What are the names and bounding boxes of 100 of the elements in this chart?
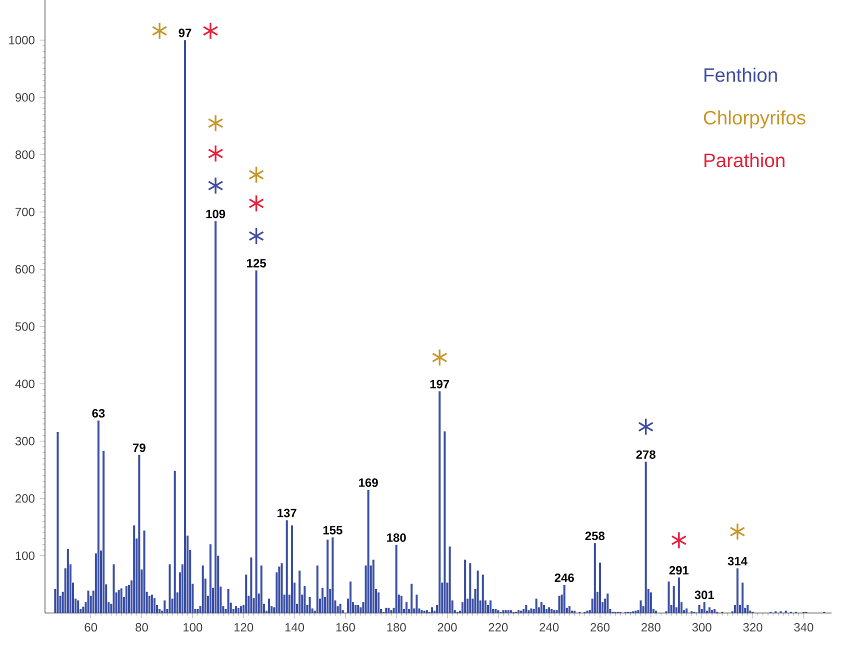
- point: [248, 227, 264, 245]
- annotation: 109: [206, 210, 226, 218]
- bar: [476, 570, 479, 613]
- bar: [367, 490, 370, 613]
- bar: [268, 598, 270, 613]
- bar: [430, 607, 433, 613]
- bar: [482, 574, 484, 613]
- bar: [148, 596, 150, 613]
- x-tick-label: 180: [387, 623, 406, 632]
- bar: [298, 570, 301, 613]
- x-tick-label: 240: [540, 623, 559, 632]
- bar: [250, 557, 252, 613]
- point: [730, 522, 746, 541]
- bar: [594, 543, 596, 613]
- bar: [486, 604, 490, 613]
- bar: [349, 581, 352, 613]
- annotation: 97: [178, 28, 192, 38]
- bar: [510, 610, 512, 613]
- bar: [308, 596, 311, 613]
- annotation: 197: [430, 380, 450, 388]
- text: Chlorpyrifos: [704, 110, 806, 128]
- bar: [504, 610, 507, 613]
- bar: [522, 608, 525, 613]
- bar: [448, 546, 451, 613]
- bar: [490, 600, 492, 613]
- annotation: 258: [585, 532, 605, 540]
- x-tick-label: 320: [743, 623, 762, 632]
- bar: [542, 604, 546, 613]
- bar: [553, 610, 556, 613]
- bar: [714, 608, 716, 613]
- bar: [120, 588, 122, 613]
- y-tick-label: 400: [15, 380, 34, 388]
- bar: [410, 584, 413, 613]
- bar: [548, 607, 550, 613]
- bar: [530, 608, 532, 613]
- bar: [400, 596, 402, 613]
- bar: [698, 604, 700, 613]
- bar: [128, 584, 130, 613]
- bar: [245, 574, 248, 613]
- bar: [138, 454, 140, 613]
- point: [208, 144, 224, 162]
- x-tick-label: 340: [794, 623, 814, 632]
- bar: [214, 221, 217, 613]
- bar: [196, 608, 199, 613]
- y-tick-label: 600: [16, 265, 34, 274]
- bar: [438, 391, 441, 613]
- bar: [326, 540, 329, 613]
- bar: [507, 610, 510, 613]
- bar: [209, 544, 212, 613]
- bar: [87, 590, 90, 613]
- bar: [746, 604, 749, 613]
- point: [152, 22, 168, 40]
- bar: [416, 594, 418, 613]
- bar: [420, 610, 423, 613]
- x-tick-label: 100: [184, 623, 202, 632]
- y-tick-label: 300: [15, 436, 34, 446]
- x-tick-label: 140: [285, 623, 304, 632]
- point: [432, 348, 448, 366]
- bar: [672, 586, 675, 613]
- bar: [354, 604, 357, 613]
- bar: [227, 588, 230, 613]
- bar: [255, 270, 258, 613]
- x-tick-label: 280: [642, 623, 660, 632]
- annotation: 63: [92, 409, 105, 418]
- bar: [332, 537, 334, 613]
- bar: [546, 608, 548, 613]
- x-tick-label: 80: [136, 623, 148, 632]
- point: [208, 114, 224, 132]
- x-tick-label: 260: [590, 623, 610, 632]
- bar: [164, 600, 166, 613]
- bar: [133, 525, 136, 613]
- bar: [736, 568, 738, 613]
- bar: [290, 525, 293, 613]
- bar: [388, 608, 390, 613]
- bar: [112, 564, 115, 613]
- x-tick-label: 60: [84, 623, 98, 632]
- annotation: 246: [554, 573, 574, 582]
- bar: [525, 604, 528, 613]
- bar: [464, 560, 466, 613]
- bar: [125, 586, 128, 613]
- bar: [237, 608, 240, 613]
- annotation: 79: [133, 443, 146, 452]
- annotation: 278: [636, 450, 656, 459]
- bar: [469, 563, 472, 613]
- text: Parathion: [704, 153, 784, 168]
- bar: [372, 560, 374, 613]
- annotation: 291: [669, 566, 689, 575]
- bar: [158, 608, 161, 613]
- bar: [184, 40, 186, 613]
- bar: [444, 431, 446, 613]
- bar: [703, 602, 706, 613]
- bar: [563, 584, 566, 613]
- bar: [742, 582, 744, 613]
- bar: [668, 581, 670, 613]
- bar: [97, 420, 100, 613]
- bar: [56, 432, 59, 613]
- bar: [286, 520, 288, 613]
- bar: [390, 610, 392, 613]
- bar: [502, 610, 504, 613]
- bar: [385, 608, 388, 613]
